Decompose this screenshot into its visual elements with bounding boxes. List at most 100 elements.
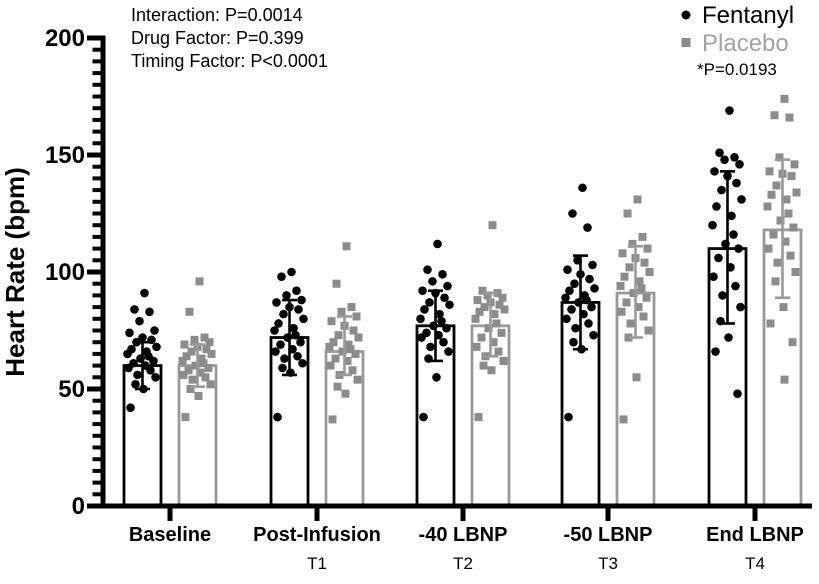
data-point-fentanyl xyxy=(419,412,428,422)
data-point-placebo xyxy=(478,286,487,295)
category-label: Baseline xyxy=(129,524,211,546)
legend: Fentanyl Placebo *P=0.0193 xyxy=(681,2,794,79)
data-point-fentanyl xyxy=(437,316,446,326)
data-point-placebo xyxy=(638,232,647,241)
data-point-placebo xyxy=(329,338,338,347)
data-point-fentanyl xyxy=(293,351,302,361)
data-point-placebo xyxy=(184,366,193,375)
data-point-fentanyl xyxy=(426,342,435,352)
data-point-placebo xyxy=(343,356,352,365)
data-point-placebo xyxy=(352,312,361,321)
data-point-placebo xyxy=(178,356,187,365)
data-point-placebo xyxy=(622,298,631,307)
data-point-placebo xyxy=(642,293,651,302)
data-point-fentanyl xyxy=(443,281,452,291)
data-point-placebo xyxy=(487,366,496,375)
data-point-fentanyl xyxy=(444,347,453,356)
data-point-fentanyl xyxy=(734,244,743,253)
data-point-placebo xyxy=(771,277,780,286)
data-point-placebo xyxy=(618,249,627,258)
data-point-placebo xyxy=(353,375,362,384)
data-point-placebo xyxy=(484,324,493,333)
data-point-fentanyl xyxy=(130,305,139,314)
data-point-fentanyl xyxy=(585,274,594,284)
data-point-placebo xyxy=(344,340,353,349)
data-point-fentanyl xyxy=(423,265,432,274)
data-point-placebo xyxy=(477,333,486,342)
data-point-fentanyl xyxy=(440,293,449,303)
data-point-fentanyl xyxy=(727,211,736,221)
legend-placebo-label: Placebo xyxy=(702,30,789,57)
data-point-placebo xyxy=(180,340,189,349)
data-point-fentanyl xyxy=(717,185,726,195)
data-point-fentanyl xyxy=(273,412,282,422)
data-point-fentanyl xyxy=(296,337,305,347)
data-point-fentanyl xyxy=(715,148,724,157)
data-point-fentanyl xyxy=(294,305,303,314)
data-point-placebo xyxy=(632,373,641,382)
data-point-placebo xyxy=(326,361,335,370)
data-point-fentanyl xyxy=(291,330,300,340)
data-point-placebo xyxy=(490,310,499,319)
y-axis-tick-label: 200 xyxy=(45,25,85,52)
data-point-fentanyl xyxy=(732,178,741,188)
data-point-fentanyl xyxy=(588,260,597,270)
data-point-placebo xyxy=(181,413,190,422)
data-point-placebo xyxy=(483,291,492,300)
error-bars-layer xyxy=(135,158,790,391)
data-point-placebo xyxy=(494,347,503,356)
data-point-fentanyl xyxy=(432,373,441,382)
data-point-fentanyl xyxy=(420,305,429,314)
data-point-placebo xyxy=(488,221,497,230)
data-point-placebo xyxy=(773,258,782,267)
data-point-placebo xyxy=(619,415,628,424)
data-point-placebo xyxy=(769,230,778,239)
data-point-placebo xyxy=(479,361,488,370)
data-point-fentanyl xyxy=(123,349,132,359)
legend-fentanyl-circle-icon xyxy=(681,10,691,20)
data-point-placebo xyxy=(337,307,346,316)
data-point-fentanyl xyxy=(724,333,733,342)
data-point-placebo xyxy=(779,303,788,312)
stats-line-timing-factor: Timing Factor: P<0.0001 xyxy=(131,51,328,71)
data-point-fentanyl xyxy=(564,412,573,422)
data-point-fentanyl xyxy=(289,323,298,333)
data-point-placebo xyxy=(334,331,343,340)
data-point-placebo xyxy=(644,326,653,335)
data-point-fentanyl xyxy=(561,293,570,303)
data-point-placebo xyxy=(787,172,796,181)
data-point-fentanyl xyxy=(584,319,593,328)
data-point-placebo xyxy=(206,380,215,389)
data-point-placebo xyxy=(626,319,635,328)
data-point-fentanyl xyxy=(152,342,161,352)
data-point-fentanyl xyxy=(433,239,442,249)
data-point-placebo xyxy=(354,333,363,342)
data-point-fentanyl xyxy=(565,286,574,296)
axes-layer: 0 50 100 150 200 xyxy=(45,25,812,521)
timing-label: T3 xyxy=(598,554,618,573)
data-point-fentanyl xyxy=(590,284,599,293)
data-point-fentanyl xyxy=(418,286,427,296)
data-point-placebo xyxy=(195,277,204,286)
data-point-fentanyl xyxy=(298,358,307,368)
y-axis-tick-label: 100 xyxy=(45,259,85,286)
data-point-placebo xyxy=(765,167,774,176)
data-point-placebo xyxy=(617,307,626,316)
data-point-placebo xyxy=(179,370,188,379)
y-axis-title: Heart Rate (bpm) xyxy=(0,167,30,376)
data-point-placebo xyxy=(497,328,506,337)
data-point-placebo xyxy=(333,382,342,391)
data-point-placebo xyxy=(196,368,205,377)
data-point-fentanyl xyxy=(416,314,425,324)
data-point-fentanyl xyxy=(124,363,133,373)
data-point-placebo xyxy=(197,354,206,363)
data-point-placebo xyxy=(187,347,196,356)
data-point-fentanyl xyxy=(729,230,738,239)
data-point-fentanyl xyxy=(711,347,720,356)
data-point-placebo xyxy=(348,366,357,375)
data-point-fentanyl xyxy=(733,389,742,398)
data-point-placebo xyxy=(351,349,360,358)
stats-line-drug-factor: Drug Factor: P=0.399 xyxy=(131,28,304,48)
